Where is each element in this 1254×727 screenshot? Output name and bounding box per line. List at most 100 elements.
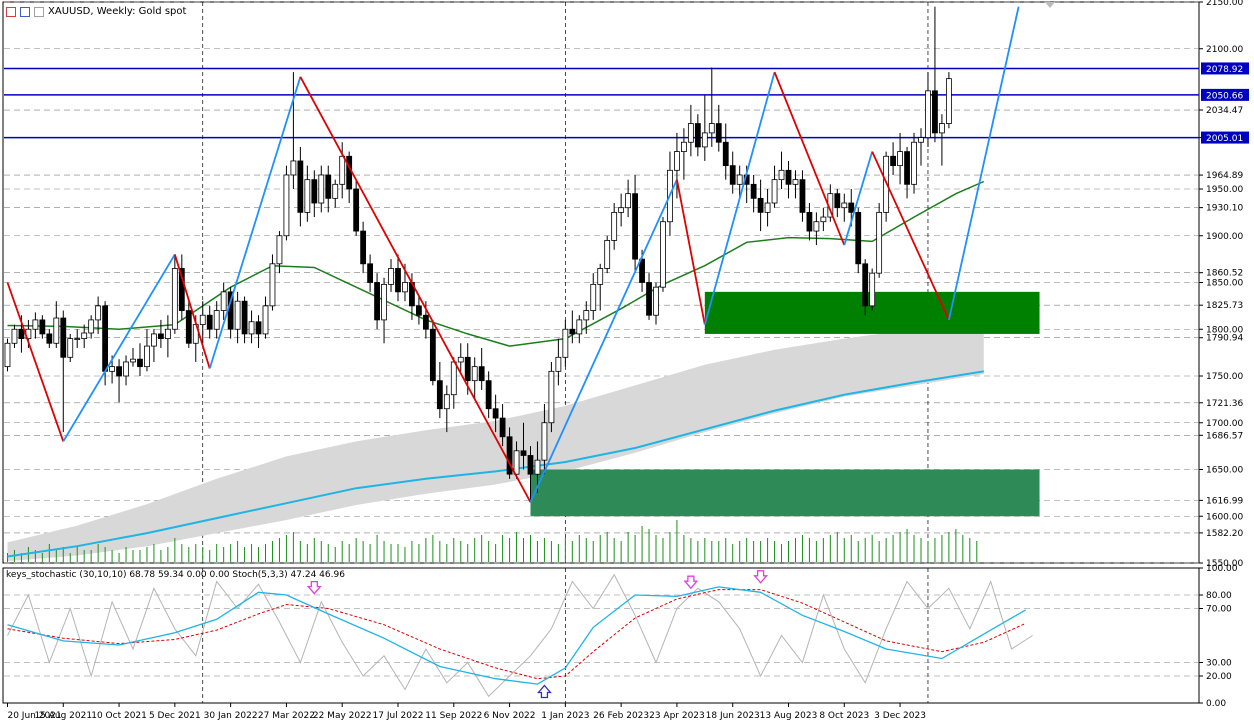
candle-body — [199, 314, 206, 325]
candle-body — [102, 305, 109, 372]
candle-body — [932, 90, 938, 134]
time-axis-label: 17 Jul 2022 — [373, 711, 424, 721]
stoch-main-line — [7, 586, 1026, 685]
candle-body — [862, 263, 869, 307]
candle-body — [74, 338, 81, 341]
candle-body — [736, 174, 743, 185]
candle-body — [694, 123, 701, 148]
period-icon[interactable] — [34, 6, 44, 17]
candle-body — [151, 333, 157, 347]
time-axis-label: 5 Dec 2021 — [149, 711, 201, 721]
ma-cyan-line — [7, 370, 984, 558]
candle-body — [353, 188, 360, 232]
symbol-icon[interactable] — [20, 6, 30, 17]
candle-body — [464, 356, 471, 382]
candle-body — [548, 370, 555, 424]
time-axis-label: 26 Feb 2023 — [593, 711, 649, 721]
candle-body — [241, 300, 248, 335]
candle-body — [653, 286, 659, 316]
candle-body — [53, 317, 60, 344]
candle-body — [625, 193, 632, 209]
candle-body — [367, 263, 374, 283]
candle-body — [597, 268, 604, 285]
candle-body — [95, 305, 102, 321]
candle-body — [792, 179, 799, 185]
candle-body — [360, 230, 367, 265]
candle-body — [144, 345, 150, 368]
zigzag-segment — [948, 6, 1020, 321]
candle-body — [513, 450, 520, 475]
candle-body — [443, 394, 450, 410]
price-axis-label: 1650.00 — [1206, 466, 1243, 476]
candle-body — [604, 240, 611, 269]
time-axis-label: 22 May 2022 — [313, 711, 372, 721]
stoch-axis-label: 70.00 — [1206, 605, 1232, 615]
time-axis-label: 18 Jun 2023 — [706, 711, 760, 721]
stoch-axis-label: 100.00 — [1206, 564, 1238, 574]
candle-body — [674, 151, 680, 171]
candle-body — [248, 321, 255, 335]
candle-body — [639, 258, 645, 283]
candle-body — [262, 305, 269, 335]
candle-body — [660, 221, 666, 288]
sell-arrow-icon — [683, 575, 699, 590]
candle-body — [450, 361, 457, 396]
price-axis-label: 2100.00 — [1206, 45, 1243, 55]
candle-body — [325, 174, 332, 199]
candle-body — [576, 319, 583, 335]
candle-body — [904, 151, 910, 185]
stoch-axis-label: 0.00 — [1206, 699, 1226, 709]
candle-body — [520, 450, 527, 456]
time-axis-label: 15 Aug 2021 — [34, 711, 92, 721]
candle-body — [869, 272, 876, 307]
zigzag-segment — [6, 282, 65, 442]
price-axis-label: 1900.00 — [1206, 232, 1243, 242]
zigzag-segment — [676, 179, 706, 325]
candle-body — [569, 328, 576, 335]
candle-body — [785, 169, 792, 185]
chart-header: XAUUSD, Weekly: Gold spot — [6, 6, 186, 17]
candle-body — [416, 305, 422, 316]
candle-body — [269, 263, 276, 307]
candle-body — [116, 366, 122, 377]
price-axis-label: 1700.00 — [1206, 419, 1243, 429]
candle-body — [590, 283, 597, 311]
candle-body — [708, 123, 715, 134]
candle-body — [18, 328, 25, 339]
stoch-axis-label: 30.00 — [1206, 659, 1232, 669]
time-axis-label: 30 Jan 2022 — [204, 711, 258, 721]
candle-body — [729, 165, 736, 185]
candle-body — [890, 155, 896, 167]
chart-shift-icon — [1045, 2, 1055, 8]
price-axis-label: 1750.00 — [1206, 372, 1243, 382]
candle-body — [234, 300, 241, 330]
level-price-label: 2078.92 — [1206, 65, 1243, 75]
price-axis-label: 1686.57 — [1206, 431, 1243, 441]
price-axis-label: 1550.00 — [1206, 559, 1243, 569]
candle-body — [806, 211, 813, 232]
zigzag-segment — [773, 71, 846, 246]
candle-body — [402, 282, 408, 293]
candle-body — [457, 356, 464, 363]
candle-body — [618, 207, 625, 213]
candle-body — [283, 174, 290, 237]
candle-body — [123, 361, 129, 377]
candle-body — [681, 141, 687, 152]
candle-body — [611, 211, 618, 241]
candle-body — [722, 141, 729, 167]
candle-body — [276, 235, 283, 265]
time-axis-label: 1 Jan 2023 — [541, 711, 589, 721]
candle-body — [945, 78, 952, 124]
chart-type-icon[interactable] — [6, 6, 16, 17]
sell-arrow-icon — [753, 570, 769, 584]
candle-body — [130, 358, 136, 363]
candle-body — [339, 155, 346, 185]
candle-body — [687, 123, 694, 143]
candle-body — [332, 183, 339, 199]
candle-body — [555, 356, 562, 372]
candle-body — [715, 123, 722, 143]
candle-body — [46, 333, 53, 344]
candle-body — [311, 179, 318, 204]
